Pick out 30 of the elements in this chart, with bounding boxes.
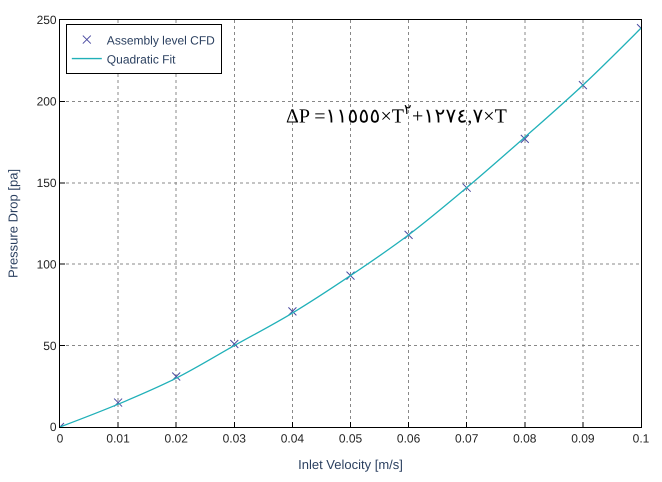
y-tick-label: 0 [50, 420, 57, 434]
x-tick-label: 0.1 [632, 431, 650, 446]
x-tick-label: 0.06 [396, 431, 421, 446]
y-axis-title: Pressure Drop [pa] [6, 168, 21, 278]
x-tick-label: 0.08 [513, 431, 537, 446]
x-tick-label: 0.09 [571, 431, 595, 446]
point [404, 230, 414, 240]
x-tick-label: 0.04 [280, 431, 304, 446]
legend-label: Assembly level CFD [106, 33, 216, 48]
point [172, 372, 181, 382]
point [346, 271, 355, 280]
point [114, 398, 123, 408]
y-tick-label: 100 [36, 257, 57, 272]
legend-label: Quadratic Fit [106, 52, 176, 66]
point [288, 306, 297, 316]
annotation: ΔP =١١٥٥٥×T$^{٢}$+١٢٧٤,٧×T [286, 103, 507, 128]
x-tick-label: 0.07 [455, 431, 479, 446]
point [520, 134, 530, 144]
point [230, 339, 239, 348]
x-axis-title: Inlet Velocity [m/s] [298, 457, 403, 472]
point [462, 183, 472, 192]
x-tick-label: 0.03 [222, 431, 246, 446]
line-series [60, 27, 641, 427]
y-tick-label: 250 [36, 13, 57, 28]
x-tick-label: 0.02 [164, 431, 188, 446]
y-tick-label: 50 [43, 338, 57, 353]
x-tick-label: 0.01 [106, 431, 130, 446]
y-tick-label: 200 [36, 94, 57, 109]
y-tick-label: 150 [36, 176, 57, 190]
x-tick-label: 0.05 [338, 431, 362, 446]
